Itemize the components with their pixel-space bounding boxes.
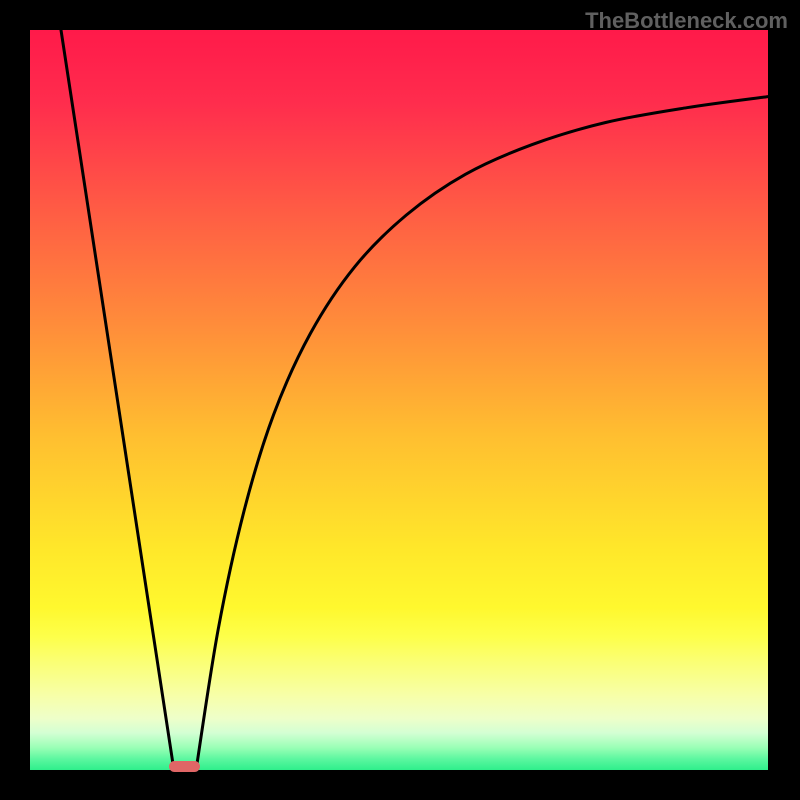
watermark-text: TheBottleneck.com [585, 8, 788, 34]
trough-marker [169, 761, 200, 772]
curve-right-branch [196, 97, 768, 770]
curve-overlay [30, 30, 768, 770]
plot-area [30, 30, 768, 770]
curve-left-branch [61, 30, 174, 770]
chart-container: TheBottleneck.com [0, 0, 800, 800]
